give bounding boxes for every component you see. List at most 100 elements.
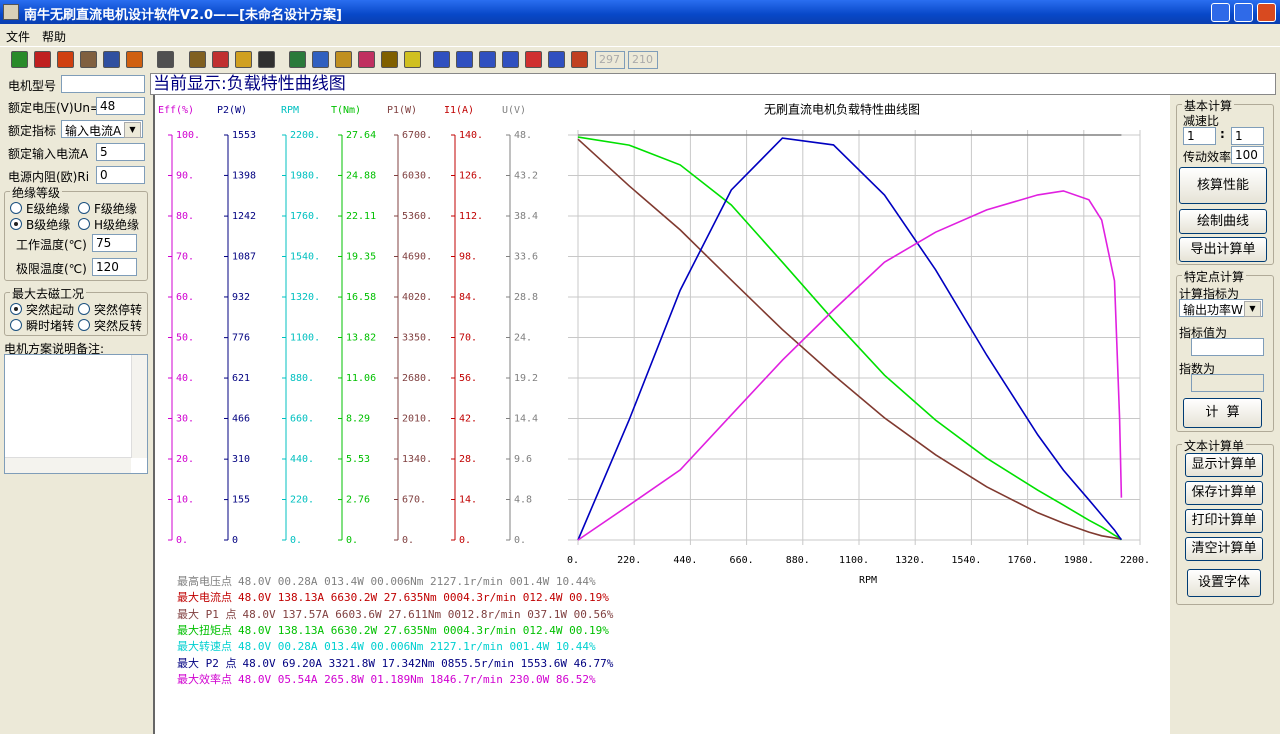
field-label: 传动效率 [1183,150,1232,164]
menu-item[interactable]: 帮助 [42,30,67,44]
y-tick-label: 6030. [402,171,432,182]
y-tick-label: 466 [232,413,250,424]
text-input[interactable]: 75 [92,234,137,252]
text-input[interactable] [1191,338,1264,356]
button[interactable]: 打印计算单 [1185,509,1263,533]
text-input[interactable]: 5 [96,143,145,161]
toolbar-button[interactable] [212,51,229,68]
radio-button[interactable] [78,319,90,331]
result-text: 48.0V 138.13A 6630.2W 27.635Nm 0004.3r/m… [238,591,609,605]
result-text: 48.0V 69.20A 3321.8W 17.342Nm 0855.5r/mi… [242,656,614,670]
result-label: 最大转速点 [177,640,232,654]
toolbar-button[interactable] [11,51,28,68]
scrollbar[interactable] [5,457,131,473]
text-input[interactable]: 100 [1231,146,1264,164]
y-tick-label: 112. [459,211,483,222]
button[interactable]: 导出计算单 [1179,237,1267,262]
text-input[interactable]: 48 [96,97,145,115]
y-tick-label: 440. [290,454,314,465]
radio-button[interactable] [10,303,22,315]
toolbar-button[interactable] [80,51,97,68]
toolbar-button[interactable] [157,51,174,68]
toolbar-button[interactable] [502,51,519,68]
minimize-button[interactable] [1211,3,1230,22]
radio-label: 瞬时堵转 [26,319,75,333]
x-tick-label: 220. [617,555,641,566]
notes-textarea[interactable] [4,354,148,474]
button[interactable]: 保存计算单 [1185,481,1263,505]
button[interactable]: 核算性能 [1179,167,1267,204]
title-bar: 南牛无刷直流电机设计软件V2.0——[未命名设计方案] [0,0,1280,24]
disabled-field: 297 [595,51,625,69]
toolbar-button[interactable] [126,51,143,68]
axis-header: P2(W) [217,105,247,116]
y-tick-label: 0 [232,535,238,546]
field-label: 计算指标为 [1179,287,1240,301]
y-tick-label: 1760. [290,211,320,222]
radio-button[interactable] [78,218,90,230]
y-tick-label: 155 [232,495,250,506]
radio-button[interactable] [10,202,22,214]
field-label: 指标值为 [1179,326,1228,340]
y-tick-label: 90. [176,171,194,182]
chart-area [153,95,1170,734]
dropdown[interactable]: 输出功率W [1179,299,1263,317]
y-tick-label: 0. [514,535,526,546]
toolbar-button[interactable] [433,51,450,68]
button[interactable]: 显示计算单 [1185,453,1263,477]
toolbar-button[interactable] [335,51,352,68]
menu-item[interactable]: 文件 [6,30,31,44]
toolbar-button[interactable] [34,51,51,68]
text-input[interactable] [61,75,145,93]
close-button[interactable] [1257,3,1276,22]
y-tick-label: 5360. [402,211,432,222]
y-tick-label: 50. [176,333,194,344]
field-label: 指数为 [1179,362,1216,376]
y-tick-label: 4020. [402,292,432,303]
y-tick-label: 310 [232,454,250,465]
y-tick-label: 24.88 [346,170,376,181]
toolbar-button[interactable] [525,51,542,68]
toolbar-button[interactable] [289,51,306,68]
button[interactable]: 绘制曲线 [1179,209,1267,234]
result-line: 最大电流点 48.0V 138.13A 6630.2W 27.635Nm 0004… [177,589,609,605]
toolbar-button[interactable] [479,51,496,68]
radio-button[interactable] [78,202,90,214]
button[interactable]: 清空计算单 [1185,537,1263,561]
text-input[interactable]: 1 [1231,127,1264,145]
radio-button[interactable] [10,319,22,331]
toolbar-button[interactable] [57,51,74,68]
x-tick-label: 0. [567,555,579,566]
dropdown[interactable]: 输入电流A [61,120,143,138]
toolbar-button[interactable] [571,51,588,68]
toolbar-button[interactable] [258,51,275,68]
y-tick-label: 56. [459,373,477,384]
toolbar-button[interactable] [235,51,252,68]
radio-button[interactable] [78,303,90,315]
toolbar-button[interactable] [312,51,329,68]
text-input[interactable]: 1 [1183,127,1216,145]
radio-label: F级绝缘 [94,202,137,216]
y-tick-label: 1087 [232,252,256,263]
maximize-button[interactable] [1234,3,1253,22]
toolbar-button[interactable] [548,51,565,68]
toolbar-button[interactable] [103,51,120,68]
text-input[interactable]: 0 [96,166,145,184]
x-tick-label: 1760. [1008,555,1038,566]
series-line [577,137,1123,541]
text-input[interactable]: 120 [92,258,137,276]
field-label: 工作温度(℃) [16,238,87,252]
y-tick-label: 33.6 [514,252,538,263]
radio-button[interactable] [10,218,22,230]
button[interactable]: 设置字体 [1187,569,1261,597]
toolbar-button[interactable] [358,51,375,68]
scrollbar[interactable] [131,355,147,458]
field-label: 极限温度(℃) [16,262,87,276]
toolbar-button[interactable] [456,51,473,68]
toolbar-button[interactable] [381,51,398,68]
y-tick-label: 1340. [402,454,432,465]
toolbar-button[interactable] [404,51,421,68]
field-label: 额定电压(V)Un= [8,101,101,115]
button[interactable]: 计 算 [1183,398,1262,428]
toolbar-button[interactable] [189,51,206,68]
